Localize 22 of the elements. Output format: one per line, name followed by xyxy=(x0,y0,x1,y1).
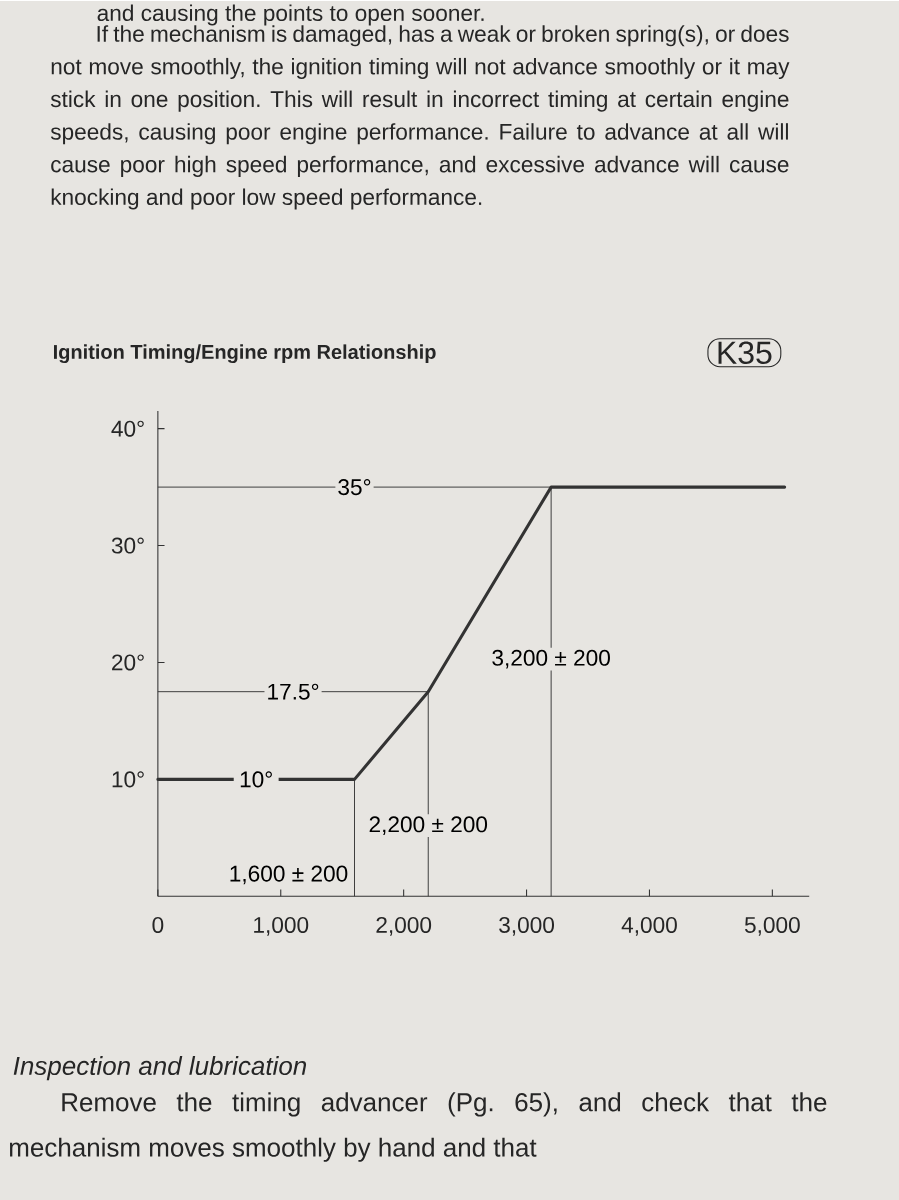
text: If the mechanism is damaged, has a weak or broken spring(s), or does not move smoothly, the ignition timing will not advance smoothly or it may stick in one position. This will result in incorrect timing at certain engine speeds, causing poor engine performance. Failure to advance at all will cause poor high speed performance, and excessive advance will cause knocking and poor low speed performance. xyxy=(50,25,790,210)
ref-line-label: 3,200 ± 200 xyxy=(492,649,610,669)
x-tick-label: 5,000 xyxy=(744,916,800,936)
ref-line-label: 2,200 ± 200 xyxy=(369,816,487,836)
x-tick-label: 2,000 xyxy=(376,916,432,936)
x-tick-label: 4,000 xyxy=(621,916,677,936)
text: K35 xyxy=(718,341,772,365)
ref-line-label: 1,600 ± 200 xyxy=(230,865,348,885)
y-tick-label: 30° xyxy=(111,537,144,554)
text: Remove the timing advancer (Pg. 65), and check that the mechanism moves smoothly by hand and that xyxy=(9,1092,827,1162)
y-tick-label: 10° xyxy=(112,771,144,788)
ref-line-label: 35° xyxy=(338,479,371,496)
ref-line-label: 17.5° xyxy=(268,683,319,700)
text: Inspection and lubrication xyxy=(13,1056,306,1081)
x-tick-label: 3,000 xyxy=(498,916,554,936)
y-tick-label: 20° xyxy=(111,654,144,671)
annotation: 10° xyxy=(240,771,272,788)
text: and causing the points to open sooner. xyxy=(97,4,484,26)
x-tick-label: 1,000 xyxy=(254,916,309,936)
y-tick-label: 40° xyxy=(111,420,144,437)
x-tick-label: 0 xyxy=(152,916,164,933)
chart-title: Ignition Timing/Engine rpm Relationship xyxy=(53,344,436,364)
